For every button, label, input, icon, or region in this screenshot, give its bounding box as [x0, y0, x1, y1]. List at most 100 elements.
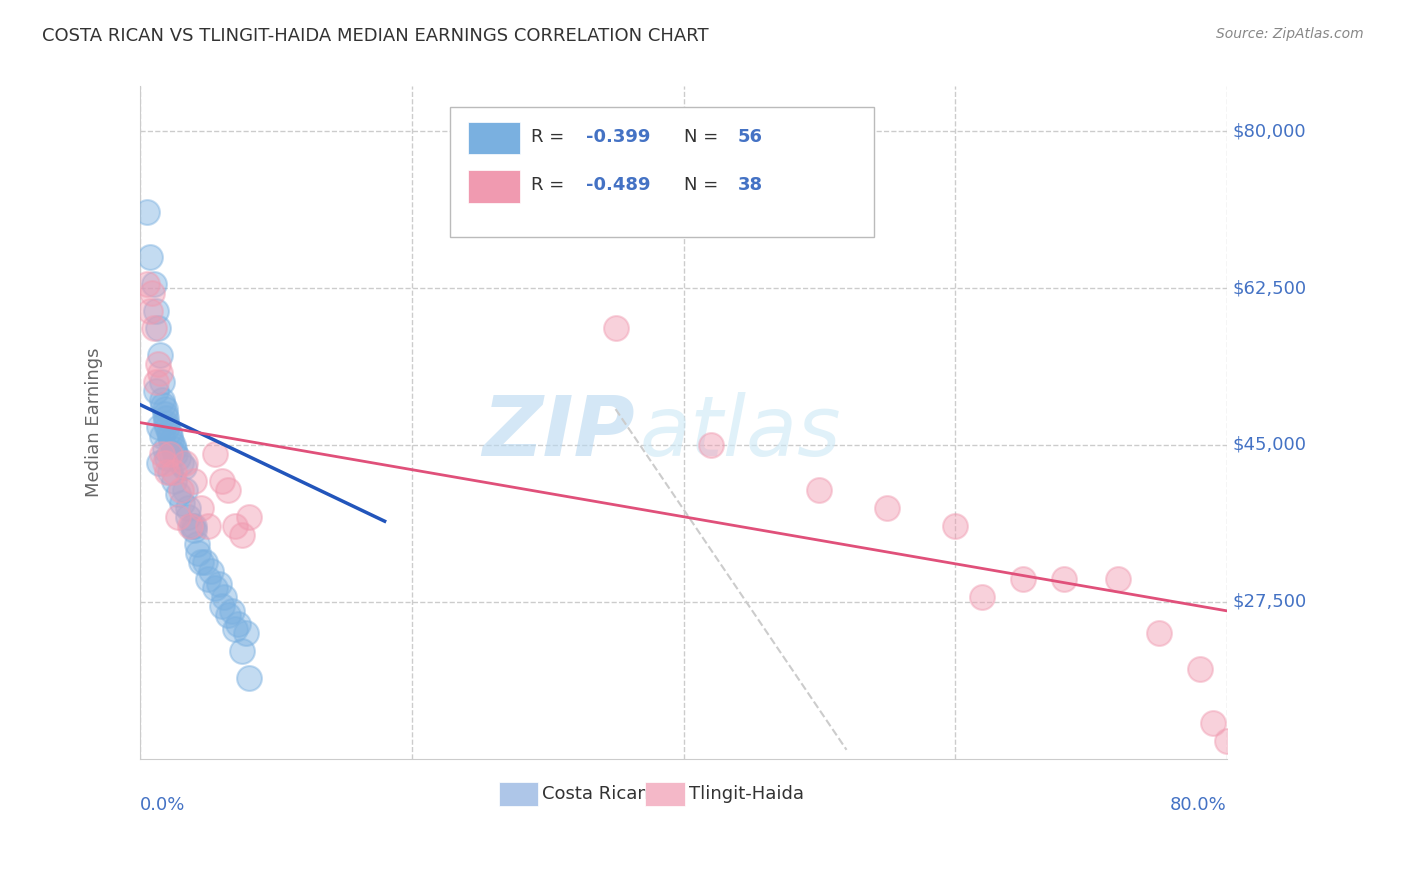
Text: Costa Ricans: Costa Ricans	[543, 785, 658, 803]
Point	[149, 348, 172, 362]
Point	[605, 321, 627, 335]
Point	[159, 429, 181, 443]
Text: 38: 38	[738, 177, 763, 194]
Point	[238, 509, 260, 524]
Point	[224, 622, 246, 636]
Point	[197, 573, 219, 587]
Text: atlas: atlas	[640, 392, 842, 473]
Point	[165, 447, 187, 461]
Point	[200, 564, 222, 578]
Point	[167, 451, 190, 466]
Point	[163, 442, 186, 457]
Point	[167, 509, 190, 524]
Text: N =: N =	[683, 177, 724, 194]
Point	[173, 460, 195, 475]
Text: -0.399: -0.399	[586, 128, 650, 145]
Point	[183, 474, 205, 488]
FancyBboxPatch shape	[499, 781, 538, 805]
Point	[214, 591, 236, 605]
Point	[159, 447, 181, 461]
Text: $27,500: $27,500	[1233, 593, 1306, 611]
Point	[217, 608, 239, 623]
Point	[187, 545, 209, 559]
Point	[1188, 662, 1211, 676]
Point	[145, 384, 167, 399]
Point	[972, 591, 994, 605]
Text: $80,000: $80,000	[1233, 122, 1306, 140]
Point	[211, 599, 233, 614]
Point	[174, 456, 197, 470]
Point	[149, 366, 172, 380]
Point	[197, 518, 219, 533]
Point	[141, 285, 163, 300]
Point	[148, 456, 170, 470]
Point	[153, 456, 176, 470]
Point	[194, 555, 217, 569]
Point	[1202, 715, 1225, 730]
Point	[156, 451, 179, 466]
Point	[172, 496, 194, 510]
Point	[876, 500, 898, 515]
Point	[943, 518, 966, 533]
Point	[179, 518, 201, 533]
Point	[155, 416, 177, 430]
Point	[150, 429, 173, 443]
Point	[204, 447, 226, 461]
Point	[153, 407, 176, 421]
Point	[183, 518, 205, 533]
Point	[163, 465, 186, 479]
FancyBboxPatch shape	[645, 781, 685, 805]
Point	[160, 434, 183, 448]
Point	[186, 536, 208, 550]
Point	[1053, 573, 1076, 587]
Point	[231, 644, 253, 658]
Text: ZIP: ZIP	[482, 392, 634, 473]
Text: Tlingit-Haida: Tlingit-Haida	[689, 785, 804, 803]
Point	[170, 456, 193, 470]
Point	[146, 357, 169, 371]
Point	[163, 474, 186, 488]
Point	[221, 604, 243, 618]
Point	[153, 442, 176, 457]
Point	[153, 402, 176, 417]
Point	[152, 398, 174, 412]
Point	[145, 303, 167, 318]
Text: -0.489: -0.489	[586, 177, 650, 194]
FancyBboxPatch shape	[450, 106, 873, 237]
Text: R =: R =	[531, 128, 571, 145]
Text: R =: R =	[531, 177, 571, 194]
Point	[176, 500, 198, 515]
Point	[145, 376, 167, 390]
Point	[155, 411, 177, 425]
Point	[226, 617, 249, 632]
Point	[138, 303, 160, 318]
Point	[1012, 573, 1035, 587]
Text: 80.0%: 80.0%	[1170, 796, 1227, 814]
Point	[162, 438, 184, 452]
Point	[159, 465, 181, 479]
Point	[142, 277, 165, 291]
Point	[808, 483, 831, 497]
Point	[150, 447, 173, 461]
Point	[146, 321, 169, 335]
Text: Source: ZipAtlas.com: Source: ZipAtlas.com	[1216, 27, 1364, 41]
Point	[138, 250, 160, 264]
Text: 56: 56	[738, 128, 763, 145]
Point	[204, 582, 226, 596]
Point	[231, 527, 253, 541]
Text: COSTA RICAN VS TLINGIT-HAIDA MEDIAN EARNINGS CORRELATION CHART: COSTA RICAN VS TLINGIT-HAIDA MEDIAN EARN…	[42, 27, 709, 45]
Point	[217, 483, 239, 497]
Point	[135, 277, 157, 291]
Point	[135, 205, 157, 219]
FancyBboxPatch shape	[468, 170, 520, 202]
Point	[174, 483, 197, 497]
Text: 0.0%: 0.0%	[141, 796, 186, 814]
Point	[1216, 734, 1239, 748]
Point	[156, 465, 179, 479]
Point	[148, 420, 170, 434]
Point	[183, 523, 205, 537]
Text: $62,500: $62,500	[1233, 279, 1306, 297]
Point	[235, 626, 257, 640]
Point	[224, 518, 246, 533]
Point	[190, 555, 212, 569]
